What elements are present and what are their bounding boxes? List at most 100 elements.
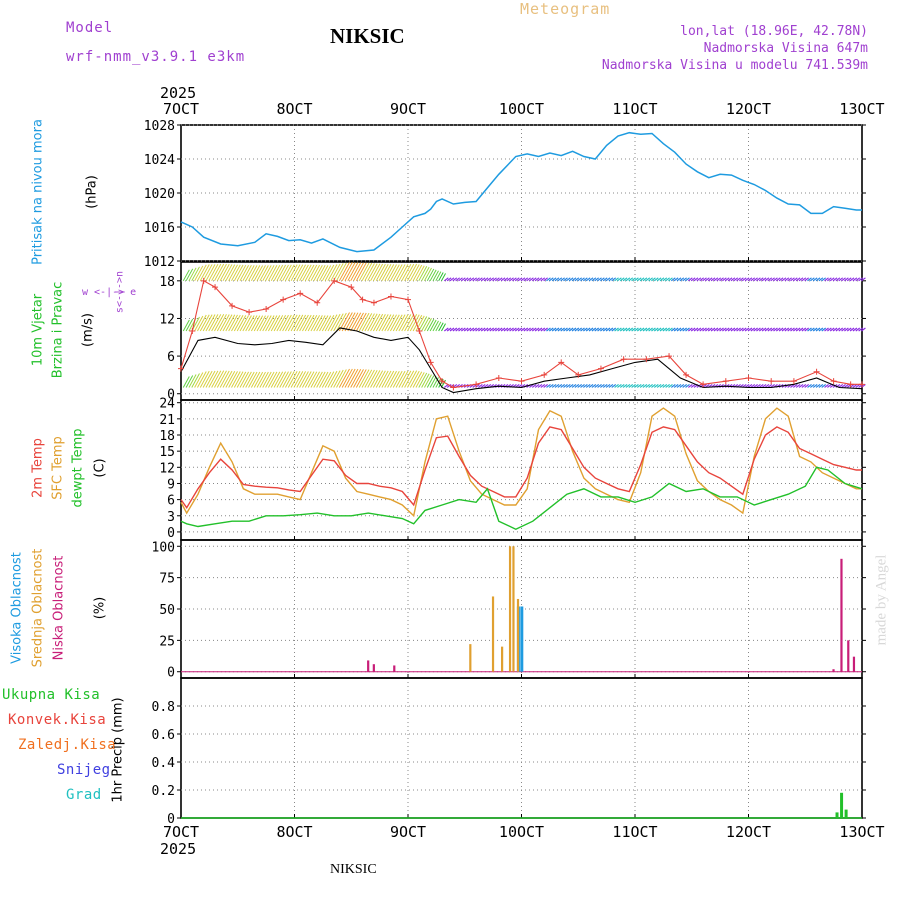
station-coords: lon,lat (18.96E, 42.78N) (680, 24, 868, 39)
wind-barb (716, 327, 722, 332)
wind-barb (707, 327, 713, 332)
y-tick-label: 1020 (144, 187, 175, 202)
wind-barb (634, 277, 639, 282)
wind-barb (682, 327, 688, 332)
wind-barb (537, 383, 543, 388)
wind-barb (392, 370, 403, 388)
wind-barb (673, 327, 679, 332)
wind-barb (310, 264, 321, 282)
wind-barb (412, 315, 423, 332)
wind-gust-marker (370, 299, 377, 306)
wind-barb (483, 383, 489, 388)
wind-barb (389, 264, 400, 282)
wind-barb (614, 277, 619, 282)
wind-barb (211, 263, 222, 282)
wind-barb (673, 277, 679, 282)
wind-barb (855, 383, 861, 388)
wind-barb (634, 327, 639, 332)
wind-barb (214, 370, 225, 388)
wind-barb (548, 277, 554, 282)
wind-barb (747, 277, 753, 282)
wind-barb (381, 370, 392, 388)
wind-barb (381, 264, 392, 282)
wind-barb (722, 277, 727, 282)
wind-barb (503, 327, 509, 332)
wind-barb (395, 370, 406, 388)
wind-barb (736, 327, 741, 332)
wind-barb (844, 327, 849, 332)
wind-barb (355, 262, 367, 282)
wind-barb (480, 277, 486, 282)
wind-barb (276, 314, 287, 332)
wind-barb (846, 327, 852, 332)
wind-barb (699, 277, 705, 282)
wind-barb (392, 264, 403, 282)
wind-barb (656, 327, 662, 332)
wind-barb (185, 375, 194, 388)
wind-gust-marker (700, 381, 707, 388)
wind-gust-marker (518, 378, 525, 385)
wind-barb (628, 383, 634, 388)
wind-barb (852, 277, 858, 282)
wind-barb (821, 327, 827, 332)
wind-barb (512, 327, 517, 332)
wind-barb (282, 264, 292, 282)
wind-barb (543, 327, 548, 332)
wind-barb (571, 277, 577, 282)
cloud-bar-high (520, 606, 524, 672)
wind-barb (668, 383, 673, 388)
wind-barb (798, 277, 804, 282)
wind-barb (370, 313, 381, 332)
wind-barb (761, 277, 767, 282)
wind-barb (642, 277, 648, 282)
wind-barb (197, 314, 207, 332)
wind-barb (758, 277, 764, 282)
wind-barb (849, 277, 855, 282)
wind-barb (225, 264, 236, 282)
wind-barb (293, 371, 304, 388)
wind-barb (812, 383, 818, 388)
wind-barb (347, 262, 359, 282)
wind-barb (370, 263, 381, 282)
model-elevation: Nadmorska Visina u modelu 741.539m (601, 58, 868, 73)
wind-gust-marker (178, 365, 184, 372)
wind-barb (824, 277, 829, 282)
wind-barb (321, 371, 332, 388)
wind-barb (773, 327, 778, 332)
wind-barb (250, 315, 261, 332)
wind-barb (307, 264, 318, 282)
wind-barb (333, 369, 344, 388)
wind-barb (276, 264, 287, 282)
wind-barb (531, 277, 537, 282)
wind-barb (588, 277, 594, 282)
wind-barb (443, 277, 449, 282)
wind-gust-marker (212, 284, 219, 291)
cloud-bar-mid (469, 644, 472, 672)
wind-barb (523, 327, 529, 332)
wind-barb (687, 383, 693, 388)
wind-barb (202, 314, 213, 332)
year-top: 2025 (160, 84, 197, 102)
wind-barb (384, 314, 395, 332)
wind-barb (418, 316, 428, 332)
wind-barb (770, 277, 775, 282)
wind-barb (248, 315, 258, 332)
wind-barb (639, 383, 645, 388)
wind-barb (248, 371, 258, 388)
wind-gust-marker (405, 296, 411, 303)
wind-barb (736, 277, 741, 282)
wind-barb (472, 277, 478, 282)
wind-barb (364, 263, 375, 282)
wind-barb (259, 371, 269, 388)
wind-barb (330, 263, 341, 282)
wind-barb (798, 327, 804, 332)
wind-barb (687, 277, 693, 282)
wind-barb (290, 314, 301, 332)
wind-barb (336, 312, 347, 332)
wind-barb (279, 314, 289, 332)
wind-barb (639, 327, 645, 332)
wind-barb (750, 277, 756, 282)
wind-barb (818, 277, 824, 282)
wind-barb (310, 371, 321, 388)
wind-barb (625, 327, 631, 332)
